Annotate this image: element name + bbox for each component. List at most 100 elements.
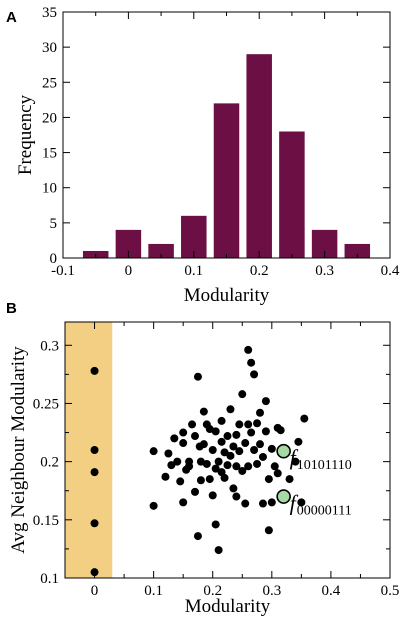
scatter-point — [250, 446, 259, 454]
scatter-point — [211, 520, 220, 529]
x-tick-label: 0.5 — [381, 583, 400, 599]
x-tick-label: 0.4 — [322, 583, 341, 599]
scatter-point — [256, 440, 264, 449]
scatter-point — [232, 430, 241, 439]
scatter-point — [235, 447, 244, 456]
scatter-point — [253, 459, 262, 468]
scatter-point — [291, 457, 300, 466]
scatter-point — [199, 440, 208, 449]
y-tick-label: 0.2 — [40, 455, 59, 471]
scatter-point — [217, 416, 226, 425]
scatter-point — [244, 420, 253, 429]
scatter-point — [244, 345, 253, 354]
scatter-point — [208, 491, 217, 500]
panel-label-a: A — [6, 9, 17, 26]
x-tick-label: 0.4 — [381, 263, 400, 279]
x-tick-label: 0.2 — [250, 263, 269, 279]
scatter-point — [264, 475, 273, 484]
x-tick-label: 0 — [91, 583, 99, 599]
shaded-region — [65, 322, 113, 578]
scatter-point — [261, 397, 270, 406]
scatter-point — [294, 437, 303, 446]
scatter-y-axis-title: Avg Neighbour Modularity — [8, 346, 29, 554]
scatter-point — [253, 419, 262, 428]
scatter-point — [217, 437, 226, 446]
scatter-point — [223, 432, 232, 441]
scatter-point — [90, 519, 99, 528]
scatter-point — [241, 439, 250, 448]
scatter-point — [149, 447, 158, 456]
scatter-point — [193, 532, 202, 541]
x-tick-label: 0 — [125, 263, 133, 279]
scatter-point — [270, 462, 279, 471]
scatter-point — [161, 472, 170, 481]
y-tick-label: 30 — [42, 40, 57, 56]
y-tick-label: 0.15 — [33, 513, 59, 529]
scatter-point — [238, 466, 247, 475]
scatter-point — [149, 501, 158, 510]
scatter-frame — [64, 321, 391, 579]
scatter-point — [226, 451, 235, 460]
scatter-point — [273, 423, 282, 432]
histogram-bar — [148, 243, 174, 258]
scatter-point — [220, 448, 229, 457]
scatter-point — [208, 446, 217, 454]
scatter-point — [90, 366, 99, 375]
histogram-bar — [344, 243, 371, 258]
scatter-point — [226, 405, 235, 414]
histogram-bar — [213, 103, 240, 258]
scatter-point — [250, 370, 259, 379]
scatter-point — [241, 499, 250, 508]
scatter-point — [211, 464, 220, 473]
scatter-point — [297, 498, 306, 507]
scatter-point — [167, 461, 176, 470]
scatter-point — [90, 446, 99, 454]
x-tick-label: 0.3 — [315, 263, 334, 279]
scatter-point — [179, 428, 188, 437]
y-tick-label: 0.1 — [40, 571, 59, 587]
scatter-point — [176, 477, 185, 486]
scatter-point — [170, 434, 179, 443]
scatter-point — [193, 372, 202, 381]
scatter-point — [214, 546, 223, 555]
y-tick-label: 10 — [42, 181, 57, 197]
scatter-ticks: 0 0.1 0.2 0.3 0.4 0.5 0.1 0.15 0.2 0.25 0.3 — [33, 322, 400, 599]
scatter-point — [223, 461, 232, 470]
scatter-point — [199, 407, 208, 416]
scatter-point — [217, 468, 226, 477]
x-tick-label: 0.1 — [184, 263, 203, 279]
scatter-point — [232, 462, 241, 471]
scatter-point — [229, 442, 238, 451]
histogram-y-axis-title: Frequency — [15, 94, 36, 175]
y-tick-label: 15 — [42, 146, 57, 162]
highlighted-point — [276, 489, 291, 504]
scatter-x-axis-title: Modularity — [185, 596, 271, 617]
scatter-point — [247, 428, 256, 437]
panel-label-b: B — [6, 300, 17, 317]
x-tick-label: 0.1 — [144, 583, 163, 599]
y-tick-label: 0.25 — [33, 396, 59, 412]
scatter-point — [232, 492, 241, 501]
scatter-point — [179, 498, 188, 507]
scatter-point — [196, 476, 205, 485]
highlighted-point-label: f00000111 — [290, 491, 352, 519]
y-tick-label: 0.3 — [40, 338, 59, 354]
histogram-bars — [82, 54, 371, 258]
scatter-point — [261, 427, 270, 436]
scatter-point — [164, 449, 173, 458]
scatter-point — [285, 475, 294, 484]
scatter-point — [273, 469, 282, 478]
histogram-bar — [246, 54, 272, 258]
y-tick-label: 5 — [50, 216, 58, 232]
scatter-point — [188, 420, 197, 429]
scatter-point — [229, 484, 238, 493]
scatter-point — [214, 457, 223, 466]
scatter-point — [267, 498, 276, 507]
scatter-chart: f10101110 f00000111 0 0.1 0.2 0.3 0.4 0.5 0.1 0.… — [8, 321, 400, 617]
scatter-point — [300, 414, 309, 423]
y-tick-label: 20 — [42, 110, 57, 126]
scatter-points — [90, 345, 309, 577]
